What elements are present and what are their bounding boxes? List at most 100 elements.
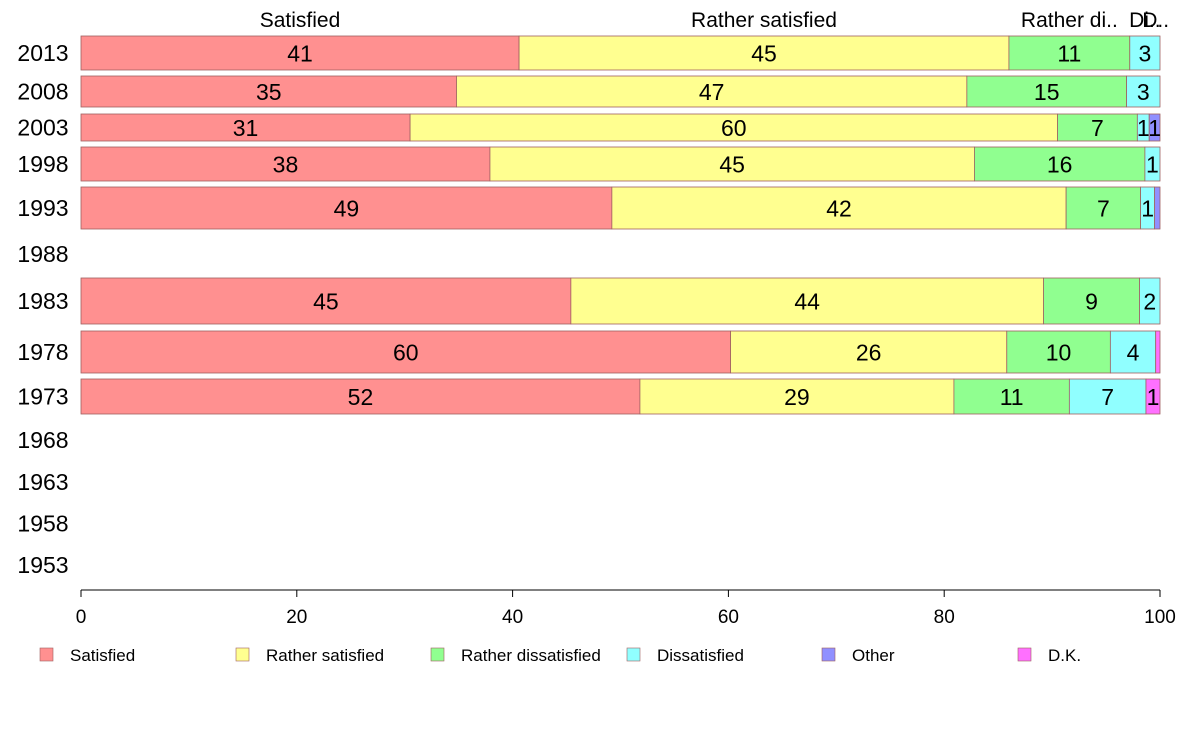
data-label: 35 xyxy=(256,79,282,105)
bar-segment xyxy=(80,186,613,230)
top-series-label: Rather satisfied xyxy=(691,9,837,32)
data-label: 45 xyxy=(719,151,745,177)
x-tick-label: 80 xyxy=(934,607,955,628)
data-label: 3 xyxy=(1138,40,1151,66)
legend: Satisfied Rather satisfied Rather dissatis… xyxy=(39,646,1081,665)
bar-segment xyxy=(80,277,572,325)
legend-swatch xyxy=(430,647,445,662)
bar-segment xyxy=(1006,330,1111,374)
bar-segment xyxy=(1068,378,1147,415)
data-label: 16 xyxy=(1047,151,1073,177)
legend-label: Rather dissatisfied xyxy=(461,646,601,665)
legend-label: Satisfied xyxy=(70,646,135,665)
data-label: 41 xyxy=(287,40,313,66)
data-label: 26 xyxy=(856,339,882,365)
data-label: 15 xyxy=(1034,79,1060,105)
y-tick-label: 1958 xyxy=(17,511,68,537)
legend-swatch xyxy=(821,647,836,662)
x-tick-label: 60 xyxy=(718,607,739,628)
bar-segment xyxy=(639,378,955,415)
data-label: 52 xyxy=(348,384,374,410)
bar-segment xyxy=(1057,113,1138,142)
top-series-label: D.. xyxy=(1142,9,1169,32)
bar-segment xyxy=(1126,75,1161,108)
data-label: 7 xyxy=(1097,195,1110,221)
data-label: 10 xyxy=(1046,339,1072,365)
bar-segment xyxy=(518,35,1010,71)
y-tick-label: 1998 xyxy=(17,151,68,177)
y-tick-label: 1993 xyxy=(17,195,68,221)
legend-label: D.K. xyxy=(1048,646,1081,665)
data-label: 1 xyxy=(1141,195,1154,221)
data-label: 45 xyxy=(313,288,339,314)
bar-segment xyxy=(1154,186,1161,230)
data-label: 7 xyxy=(1091,115,1104,141)
data-label: 7 xyxy=(1101,384,1114,410)
data-label: 38 xyxy=(273,151,299,177)
bar-segment xyxy=(1109,330,1157,374)
bar-segment xyxy=(80,113,411,142)
bar-segment xyxy=(730,330,1008,374)
x-tick-label: 40 xyxy=(502,607,523,628)
legend-swatch xyxy=(235,647,250,662)
legend-swatch xyxy=(39,647,54,662)
legend-swatch xyxy=(1017,647,1032,662)
data-label: 1 xyxy=(1148,115,1161,141)
bar-segment xyxy=(570,277,1044,325)
data-label: 42 xyxy=(826,195,852,221)
bar-segment xyxy=(974,146,1146,182)
data-label: 11 xyxy=(1057,40,1081,66)
data-label: 1 xyxy=(1147,384,1160,410)
bar-segment xyxy=(1129,35,1161,71)
y-tick-label: 1988 xyxy=(17,241,68,267)
data-label: 29 xyxy=(784,384,810,410)
x-tick-label: 20 xyxy=(286,607,307,628)
y-tick-label: 1983 xyxy=(17,288,68,314)
bar-segment xyxy=(1148,113,1161,142)
x-tick-label: 0 xyxy=(76,607,87,628)
y-tick-label: 1973 xyxy=(17,384,68,410)
y-tick-label: 1953 xyxy=(17,552,68,578)
bar-segment xyxy=(1144,146,1161,182)
data-label: 49 xyxy=(334,195,360,221)
data-label: 31 xyxy=(233,115,259,141)
bar-segment xyxy=(80,75,457,108)
data-label: 1 xyxy=(1137,115,1150,141)
data-label: 1 xyxy=(1146,151,1159,177)
data-label: 47 xyxy=(699,79,725,105)
bar-segment xyxy=(456,75,968,108)
data-label: 2 xyxy=(1143,288,1156,314)
legend-label: Rather satisfied xyxy=(266,646,384,665)
bar-segment xyxy=(611,186,1067,230)
bar-segment xyxy=(409,113,1058,142)
top-labels: Satisfied Rather satisfied Rather di.. Di..… xyxy=(260,9,1169,32)
x-tick-label: 100 xyxy=(1144,607,1176,628)
legend-swatch xyxy=(626,647,641,662)
data-label: 44 xyxy=(794,288,820,314)
bar-segment xyxy=(953,378,1070,415)
top-series-label: Di.. xyxy=(1129,9,1161,32)
bar-segment xyxy=(966,75,1127,108)
data-label: 60 xyxy=(393,339,419,365)
data-label: 11 xyxy=(1000,384,1024,410)
data-label: 60 xyxy=(721,115,747,141)
bar-segment xyxy=(1139,277,1161,325)
bar-segment xyxy=(1043,277,1140,325)
data-label: 4 xyxy=(1127,339,1140,365)
y-tick-label: 2008 xyxy=(17,79,68,105)
bar-segment xyxy=(80,146,491,182)
data-label: 45 xyxy=(751,40,777,66)
y-tick-label: 1978 xyxy=(17,339,68,365)
data-label: 3 xyxy=(1137,79,1150,105)
legend-label: Other xyxy=(852,646,895,665)
bar-segment xyxy=(1065,186,1141,230)
y-axis-labels: 2013 2008 2003 1998 1993 1988 1983 1978 1973 1968… xyxy=(17,40,68,578)
top-series-label: Rather di.. xyxy=(1021,9,1118,32)
x-axis: 0 20 40 60 80 100 xyxy=(76,589,1176,628)
y-tick-label: 2013 xyxy=(17,40,68,66)
bar-segment xyxy=(80,330,731,374)
top-series-label: Satisfied xyxy=(260,9,341,32)
data-label: 9 xyxy=(1085,288,1098,314)
bar-segment xyxy=(489,146,975,182)
